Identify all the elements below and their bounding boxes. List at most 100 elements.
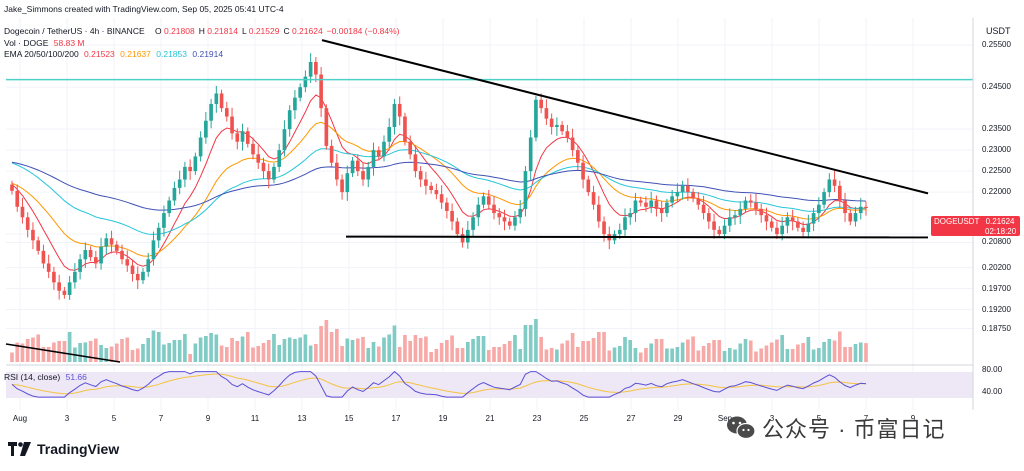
candle-body [654, 200, 659, 209]
volume-bar [754, 351, 758, 362]
candle-body [361, 171, 365, 180]
candle-body [371, 150, 376, 167]
volume-bar [670, 348, 674, 362]
volume-bar [120, 339, 124, 362]
candle-body [256, 154, 261, 163]
volume-bar [691, 336, 695, 362]
volume-bar [235, 341, 240, 362]
time-tick-label: 9 [205, 414, 211, 423]
volume-bar [219, 345, 224, 362]
volume-bar [329, 332, 334, 362]
candle-body [15, 190, 20, 207]
candle-body [455, 221, 460, 235]
candle-body [523, 171, 528, 209]
volume-bar [638, 352, 643, 362]
candle-body [722, 225, 727, 235]
candle-body [109, 238, 114, 245]
candle-body [544, 108, 549, 119]
volume-value: 58.83 M [53, 38, 85, 48]
candle-body [303, 76, 308, 88]
rsi-value: 51.66 [65, 372, 87, 382]
candle-body [224, 108, 229, 117]
volume-bar [680, 342, 685, 362]
candle-body [471, 217, 475, 230]
candle-body [665, 202, 669, 214]
candle-body [602, 221, 606, 235]
rsi-panel [11, 370, 867, 398]
candle-body [644, 202, 648, 207]
brand-logo[interactable]: TradingView [8, 441, 119, 457]
volume-bar [827, 339, 832, 362]
candle-body [633, 200, 638, 214]
rsi-line [11, 370, 867, 398]
rsi-tick-80: 80.00 [982, 365, 1003, 374]
candle-body [146, 259, 151, 272]
volume-bar [298, 337, 302, 362]
ohlc-item: C 0.21624 [283, 26, 323, 36]
volume-bar [817, 348, 821, 362]
candle-body [382, 141, 386, 157]
candle-body [528, 137, 533, 172]
candle-body [701, 204, 706, 214]
volume-bar [450, 335, 454, 362]
candle-body [329, 145, 334, 163]
volume-bar [471, 339, 475, 362]
candle-body [560, 124, 564, 132]
instrument-line: Dogecoin / TetherUS · 4h · BINANCE O 0.2… [4, 26, 399, 37]
volume-bar [335, 329, 339, 362]
volume-bar [392, 325, 397, 362]
candle-body [817, 204, 821, 214]
time-tick-label: 21 [485, 414, 495, 423]
candle-body [20, 206, 25, 218]
instrument-title: Dogecoin / TetherUS · 4h · BINANCE [4, 26, 145, 36]
candle-body [25, 217, 30, 230]
candle-body [748, 200, 753, 203]
candle-body [759, 208, 764, 216]
volume-bar [534, 319, 538, 362]
volume-bar [361, 337, 365, 362]
volume-bar [591, 338, 596, 362]
volume-bar [796, 344, 800, 362]
volume-bar [183, 334, 187, 362]
volume-bar [612, 347, 617, 362]
candle-body [67, 282, 72, 295]
volume-bar [387, 334, 392, 362]
candle-body [549, 118, 554, 128]
volume-bar [654, 339, 659, 362]
volume-bar [261, 343, 266, 362]
rsi-ma-line [11, 373, 867, 395]
candle-body [638, 200, 643, 203]
candle-body [712, 221, 716, 230]
candle-body [733, 215, 737, 218]
volume-bars [10, 319, 868, 362]
watermark: 公众号 · 币富日记 [726, 412, 946, 444]
candle-body [46, 263, 51, 272]
time-tick-label: 27 [626, 414, 636, 423]
candle-body [848, 213, 853, 222]
volume-bar [266, 340, 271, 362]
volume-bar [345, 338, 350, 362]
candle-body [596, 204, 601, 222]
volume-bar [686, 339, 690, 362]
volume-bar [67, 332, 72, 362]
volume-bar [706, 343, 711, 362]
candle-body [586, 179, 591, 193]
volume-bar [507, 341, 512, 362]
candle-body [287, 110, 292, 130]
price-tick-label: 0.19200 [982, 304, 1011, 314]
price-tick-label: 0.20200 [982, 262, 1011, 272]
volume-bar [607, 350, 612, 362]
candle-body [403, 116, 407, 142]
volume-bar [172, 340, 177, 362]
watermark-text: 公众号 · 币富日记 [762, 417, 946, 442]
volume-bar [790, 349, 795, 362]
volume-bar [408, 341, 413, 362]
time-tick-label: 25 [579, 414, 589, 423]
volume-bar [88, 340, 93, 362]
currency-label: USDT [986, 26, 1011, 36]
volume-bar [727, 348, 732, 362]
volume-bar [555, 349, 559, 362]
volume-bar [350, 340, 355, 362]
candle-body [680, 185, 685, 193]
